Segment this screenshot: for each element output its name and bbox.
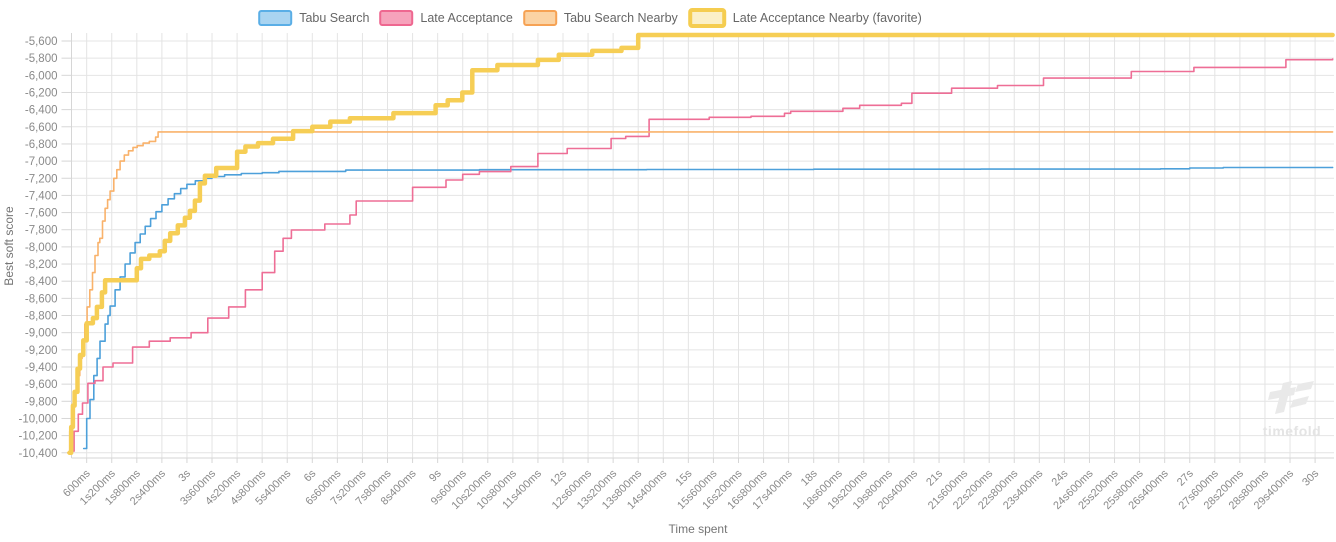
legend-item-tabu-search[interactable]: Tabu Search: [258, 10, 369, 26]
legend-swatch-tabu-search-nearby-icon: [522, 10, 557, 26]
x-tick-label: 21s: [924, 467, 945, 488]
y-tick-label: -5,600: [25, 36, 58, 48]
y-tick-label: -6,200: [25, 87, 58, 99]
x-tick-label: 27s: [1175, 467, 1196, 488]
y-tick-label: -6,400: [25, 105, 58, 117]
x-tick-label: 3s: [176, 467, 193, 484]
y-tick-label: -10,000: [18, 413, 57, 425]
legend-label: Tabu Search Nearby: [563, 11, 678, 25]
legend-item-late-acceptance[interactable]: Late Acceptance: [379, 10, 513, 26]
x-tick-label: 24s: [1049, 467, 1070, 488]
y-tick-label: -8,400: [25, 276, 58, 288]
series-line-late-acceptance-nearby-favorite: [67, 32, 1335, 456]
series-line-late-acceptance: [69, 58, 1334, 452]
y-tick-label: -10,400: [18, 448, 57, 460]
y-tick-label: -8,000: [25, 242, 58, 254]
y-tick-label: -8,200: [25, 259, 58, 271]
y-tick-label: -9,600: [25, 379, 58, 391]
legend-item-late-acceptance-nearby[interactable]: Late Acceptance Nearby (favorite): [687, 8, 922, 28]
y-tick-label: -5,800: [25, 53, 58, 65]
y-tick-label: -7,200: [25, 173, 58, 185]
axes: [71, 33, 1334, 459]
y-axis-ticks: -5,600 -5,800 -6,000 -6,200 -6,400 -6,600 -6,8…: [18, 36, 72, 460]
y-tick-label: -6,000: [25, 70, 58, 82]
y-tick-label: -9,200: [25, 345, 58, 357]
series-line-tabu-search: [82, 166, 1334, 450]
legend-item-tabu-search-nearby[interactable]: Tabu Search Nearby: [522, 10, 678, 26]
y-tick-label: -8,800: [25, 311, 58, 323]
chart-legend: Tabu Search Late Acceptance Tabu Search …: [258, 8, 922, 28]
y-tick-label: -6,800: [25, 139, 58, 151]
series-line-tabu-search-nearby: [66, 131, 1334, 454]
legend-swatch-late-acceptance-nearby-icon: [687, 8, 726, 28]
x-tick-label: 6s: [302, 467, 319, 484]
gridlines: [71, 33, 1334, 458]
y-tick-label: -7,000: [25, 156, 58, 168]
x-tick-label: 15s: [673, 467, 694, 488]
y-tick-label: -7,600: [25, 208, 58, 220]
x-axis-title: Time spent: [668, 522, 728, 536]
x-tick-label: 9s: [427, 467, 444, 484]
y-tick-label: -6,600: [25, 122, 58, 134]
x-tick-label: 18s: [799, 467, 820, 488]
y-tick-label: -9,000: [25, 328, 58, 340]
series-lines: [66, 32, 1335, 456]
legend-label: Late Acceptance: [420, 11, 513, 25]
y-tick-label: -9,800: [25, 396, 58, 408]
y-tick-label: -8,600: [25, 293, 58, 305]
legend-swatch-tabu-search-icon: [258, 10, 293, 26]
legend-swatch-late-acceptance-icon: [379, 10, 414, 26]
y-tick-label: -10,200: [18, 431, 57, 443]
x-tick-label: 12s: [548, 467, 569, 488]
legend-label: Late Acceptance Nearby (favorite): [732, 11, 922, 25]
y-tick-label: -7,400: [25, 190, 58, 202]
x-tick-label: 30s: [1300, 467, 1321, 488]
y-tick-label: -9,400: [25, 362, 58, 374]
legend-label: Tabu Search: [299, 11, 370, 25]
y-tick-label: -7,800: [25, 225, 58, 237]
